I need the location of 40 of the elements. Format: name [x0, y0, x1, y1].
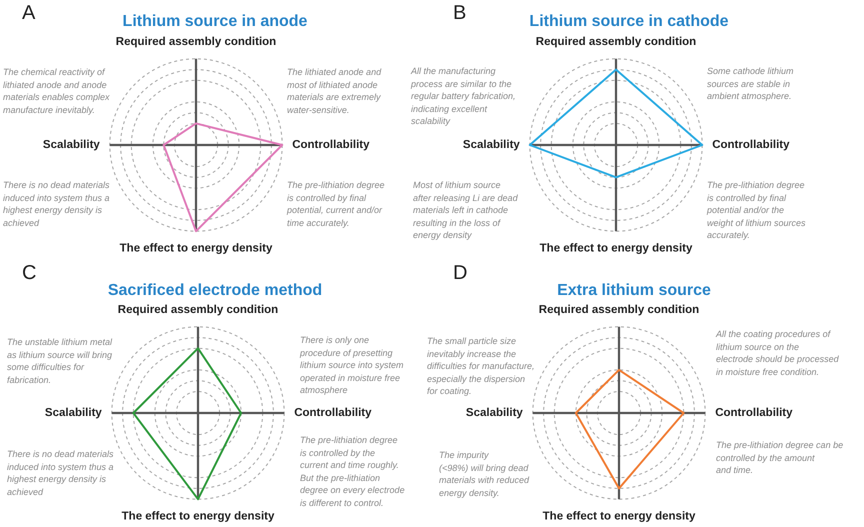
- text: Some cathode lithium sources are stable in ambient atmosphere.: [707, 65, 794, 102]
- spoke-label: Controllability: [715, 407, 794, 420]
- text: The pre-lithiation degree is controlled by final potential and/or the weight of lithium sources accurately.: [707, 179, 806, 242]
- spoke-label: Scalability: [42, 139, 100, 152]
- spoke-label: Scalability: [44, 407, 102, 420]
- spoke-label: The effect to energy density: [120, 242, 273, 254]
- text: The pre-lithiation degree is controlled by the current and time roughly. But the pre-lithiation degree on every electrode is different to control.: [300, 434, 405, 509]
- text: All the manufacturing process are similar to the regular battery fabrication, indicating excellent scalability: [411, 65, 516, 128]
- text: The pre-lithiation degree is controlled by final potential, current and/or time accurately.: [287, 179, 385, 229]
- text: D: [453, 262, 468, 284]
- spoke-label: Required assembly condition: [536, 36, 696, 48]
- chart-title: Lithium source in anode: [122, 12, 308, 32]
- spoke-label: Required assembly condition: [116, 36, 276, 48]
- text: The pre-lithiation degree can be controlled by the amount and time.: [716, 439, 844, 476]
- text: There is no dead materials induced into system thus a highest energy density is achieved: [3, 179, 110, 229]
- text: There is only one procedure of presetting lithium source into system operated in moisture free atmosphere: [300, 334, 404, 396]
- spoke-label: Required assembly condition: [538, 304, 700, 316]
- spoke-label: Controllability: [294, 407, 372, 420]
- text: All the coating procedures of lithium source on the electrode should be processed in moisture free condition.: [716, 328, 839, 378]
- spoke-label: Controllability: [712, 139, 790, 152]
- text: Most of lithium source after releasing Li are dead materials left in cathode resulting in the loss of energy density: [413, 179, 518, 242]
- text: C: [22, 262, 36, 284]
- text: The impurity (<98%) will bring dead materials with reduced energy density.: [439, 449, 530, 499]
- text: The small particle size inevitably increase the difficulties for manufacture, especially the dispersion for coating.: [427, 335, 535, 398]
- text: There is no dead materials induced into system thus a highest energy density is achieved: [7, 448, 114, 498]
- spoke-label: Required assembly condition: [118, 304, 278, 316]
- spoke-label: The effect to energy density: [540, 242, 693, 254]
- text: A: [22, 2, 36, 24]
- chart-title: Lithium source in cathode: [529, 12, 729, 32]
- spoke-label: The effect to energy density: [122, 510, 275, 522]
- text: B: [453, 2, 466, 24]
- text: The chemical reactivity of lithiated anode and anode materials enables complex manufacture inevitably.: [3, 66, 110, 116]
- spoke-label: The effect to energy density: [542, 510, 696, 522]
- spoke-label: Scalability: [466, 407, 524, 420]
- spoke-label: Controllability: [292, 139, 370, 152]
- chart-title: Extra lithium source: [557, 282, 711, 300]
- chart-title: Sacrificed electrode method: [108, 282, 322, 300]
- text: The unstable lithium metal as lithium source will bring some difficulties for fabrication.: [7, 336, 112, 386]
- spoke-label: Scalability: [462, 139, 520, 152]
- text: The lithiated anode and most of lithiated anode materials are extremely water-sensitive.: [287, 66, 382, 116]
